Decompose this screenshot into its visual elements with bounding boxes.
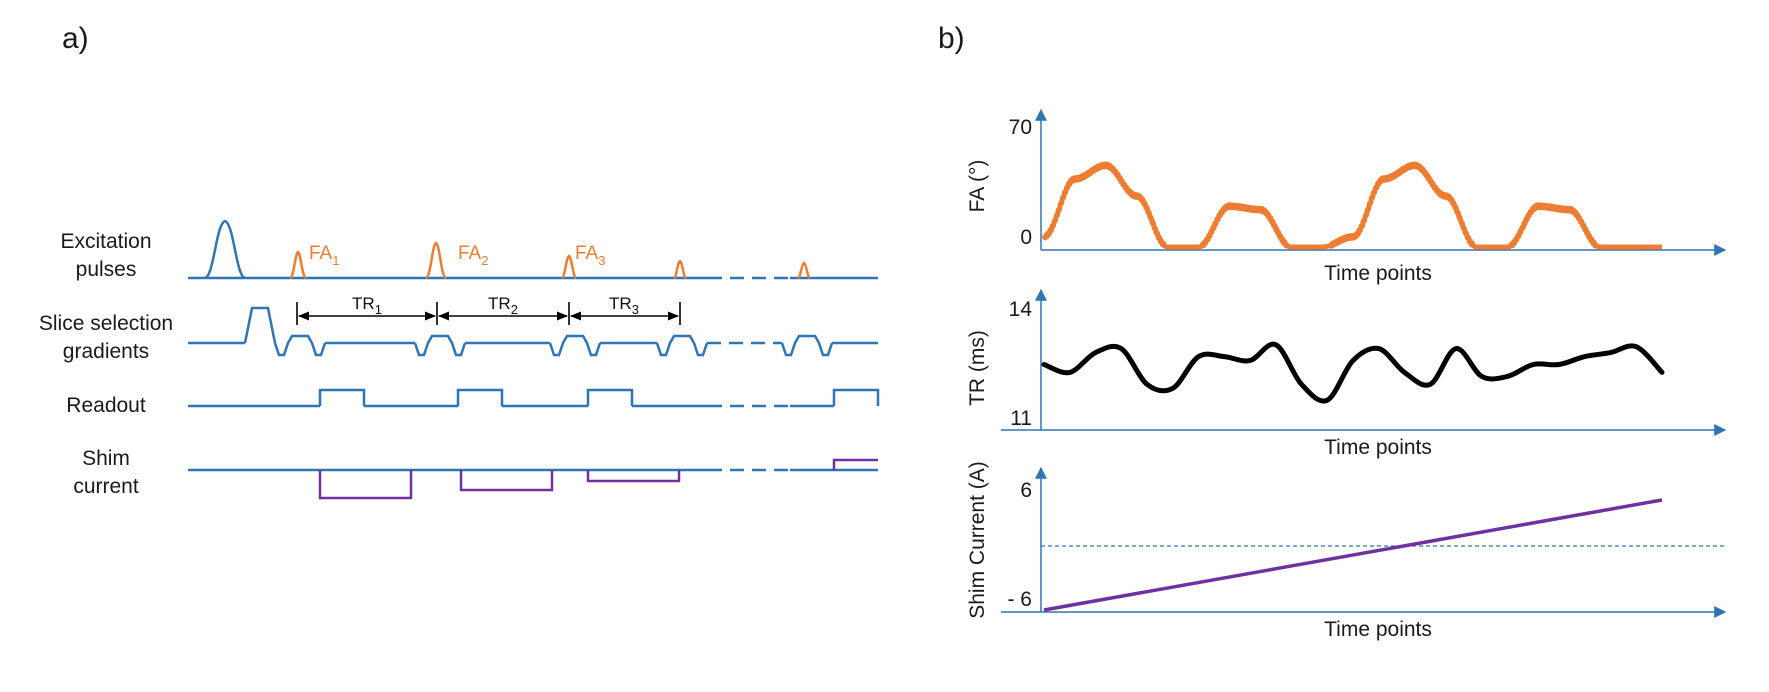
shim-block-3 [586,470,681,483]
fa-pulse-3 [561,254,577,280]
excitation-row [188,219,878,280]
fa-label-2: FA2 [458,243,488,268]
readout-block-2 [456,388,504,406]
fa-pulse-4 [673,259,687,280]
shim-block-4 [832,458,878,470]
fa-x-label: Time points [1324,262,1432,285]
panel-a-label: a) [62,22,89,55]
fa-y-label: FA (°) [966,160,989,213]
fa-ytick-bottom: 0 [1020,226,1032,249]
shim-x-label: Time points [1324,618,1432,641]
excitation-label-line1: Excitation [60,230,151,253]
tr-curve [1041,341,1665,404]
shim-y-label: Shim Current (A) [966,461,989,619]
fa-curve [1041,161,1664,250]
fa-pulse-1 [289,250,307,280]
tr-ytick-top: 14 [1009,298,1033,321]
slice-gradient-main [243,306,277,344]
tr-intervals [296,302,681,325]
tr-ytick-bottom: 11 [1010,407,1032,430]
shim-label-line2: current [73,475,139,498]
slice-label-line1: Slice selection [39,312,173,335]
excitation-pulse [204,219,246,280]
panel-b: b) 70 0 FA (°) Time points 14 11 TR (ms)… [938,22,1727,641]
slice-gradient-1 [273,334,327,357]
slice-gradient-row [188,306,878,357]
shim-block-1 [318,470,413,500]
slice-gradient-3 [548,334,602,357]
tr-y-label: TR (ms) [966,330,989,406]
shim-chart: 6 - 6 Shim Current (A) Time points [966,461,1727,641]
readout-row [188,388,880,408]
fa-label-1: FA1 [309,243,339,268]
shim-row [188,458,878,500]
readout-block-1 [318,388,366,406]
shim-current-line [1043,498,1663,612]
shim-ytick-top: 6 [1020,479,1032,502]
fa-chart: 70 0 FA (°) Time points [966,108,1727,285]
tr-label-3: TR3 [609,294,639,317]
panel-b-label: b) [938,22,965,55]
shim-block-2 [459,470,554,492]
fa-pulse-5 [797,261,811,280]
slice-label-line2: gradients [63,340,149,363]
shim-label-line1: Shim [82,447,130,470]
fa-label-3: FA3 [575,243,605,268]
fa-ytick-top: 70 [1009,116,1032,139]
excitation-label-line2: pulses [76,258,137,281]
tr-x-label: Time points [1324,436,1432,459]
readout-block-4 [832,388,880,406]
tr-label-2: TR2 [488,294,518,317]
panel-a: a) Excitation pulses Slice selection gra… [39,22,880,500]
readout-block-3 [586,388,634,406]
shim-ytick-bottom: - 6 [1007,588,1032,611]
fa-pulse-2 [425,241,447,280]
tr-label-1: TR1 [352,294,382,317]
slice-gradient-5 [780,334,834,357]
tr-chart: 14 11 TR (ms) Time points [966,288,1727,459]
readout-label: Readout [66,394,146,417]
slice-gradient-2 [413,334,467,357]
slice-gradient-4 [655,334,709,357]
